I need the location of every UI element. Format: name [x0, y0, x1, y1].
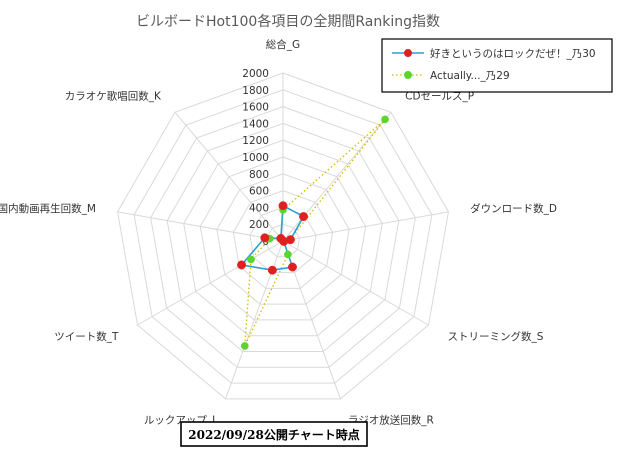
legend-label-series-2: Actually..._乃29: [430, 70, 510, 82]
grid-ring-6: [183, 139, 383, 337]
radar-tick-labels: 0200400600800100012001400160018002000: [242, 68, 269, 248]
tick-label-1800: 1800: [242, 85, 269, 97]
series-2-point-5: [284, 250, 292, 259]
series-1-point-7: [237, 260, 246, 270]
tick-label-600: 600: [249, 186, 269, 198]
axis-label-3: ダウンロード数_D: [470, 202, 557, 215]
axis-label-1: 総合_G: [266, 38, 300, 51]
tick-label-200: 200: [249, 219, 269, 231]
axis-label-7: ツイート数_T: [54, 330, 119, 343]
series-1-point-8: [260, 233, 270, 243]
legend-marker-series-2: [404, 71, 412, 79]
legend-box: [381, 38, 613, 93]
spoke-4: [282, 240, 429, 326]
series-2-point-7: [247, 255, 255, 264]
grid-ring-1: [265, 223, 301, 258]
tick-label-1200: 1200: [242, 135, 269, 147]
series-1-point-9: [276, 233, 286, 243]
radar-grid: [117, 72, 449, 400]
tick-label-1400: 1400: [242, 118, 269, 130]
legend-marker-series-1: [404, 49, 412, 57]
caption-box: 2022/09/28公開チャート時点: [180, 421, 368, 447]
series-1-point-2: [299, 212, 308, 221]
grid-ring-3: [232, 190, 334, 289]
series-2-point-6: [240, 342, 249, 350]
spoke-7: [137, 240, 284, 326]
caption-border: [180, 421, 368, 447]
grid-ring-4: [216, 173, 350, 305]
series-1-point-6: [267, 265, 277, 275]
chart-title: ビルボードHot100各項目の全期間Ranking指数: [136, 13, 440, 30]
grid-ring-7: [166, 122, 400, 353]
legend: 好きというのはロックだぜ！_乃30 Actually..._乃29: [381, 38, 613, 93]
grid-ring-8: [150, 106, 416, 368]
spoke-9: [174, 111, 284, 242]
spoke-3: [282, 211, 449, 242]
axis-label-4: ストリーミング数_S: [448, 330, 544, 343]
tick-label-1600: 1600: [242, 102, 269, 114]
series-1-point-1: [278, 201, 288, 211]
tick-label-2000: 2000: [242, 68, 269, 80]
series-1-point-5: [288, 262, 297, 272]
tick-label-800: 800: [249, 169, 269, 181]
grid-ring-2: [249, 206, 317, 274]
caption-text: 2022/09/28公開チャート時点: [188, 427, 359, 442]
axis-label-5: ラジオ放送回数_R: [348, 414, 434, 427]
radar-axis-labels: 総合_G CDセールス_P ダウンロード数_D ストリーミング数_S ラジオ放送回数_R…: [0, 38, 557, 427]
tick-label-400: 400: [249, 202, 269, 214]
series-line-2: [244, 118, 386, 347]
axis-label-2: CDセールス_P: [405, 90, 474, 102]
legend-label-series-1: 好きというのはロックだぜ！_乃30: [430, 48, 596, 60]
spoke-8: [117, 211, 284, 242]
axis-label-8: 国内動画再生回数_M: [0, 202, 96, 215]
grid-ring-10: [117, 72, 449, 400]
axis-label-9: カラオケ歌唱回数_K: [65, 89, 162, 102]
grid-ring-9: [133, 89, 433, 384]
series-points: [237, 115, 389, 350]
tick-label-1000: 1000: [242, 152, 269, 164]
grid-ring-5: [199, 156, 367, 321]
series-2-point-2: [381, 115, 389, 124]
